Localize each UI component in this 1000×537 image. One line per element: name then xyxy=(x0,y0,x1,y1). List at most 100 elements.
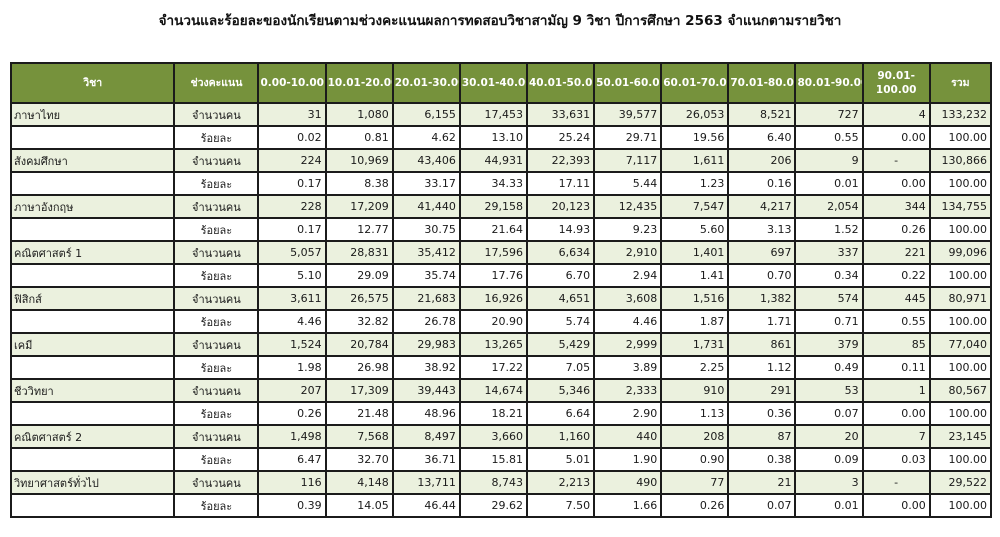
value-cell: 1,498 xyxy=(257,424,327,449)
page-title: จำนวนและร้อยละของนักเรียนตามช่วงคะแนนผลก… xyxy=(158,13,842,29)
value-cell: 29,983 xyxy=(391,332,461,357)
value-cell: 15.81 xyxy=(458,447,528,472)
value-cell: 17.76 xyxy=(458,263,528,288)
subject-cell: ภาษาไทย xyxy=(9,102,176,127)
value-cell: 1,516 xyxy=(660,286,730,311)
value-cell: 0.90 xyxy=(660,447,730,472)
value-cell: 5.60 xyxy=(660,217,730,242)
row-type-label: จำนวนคน xyxy=(173,378,260,403)
value-cell: 3.89 xyxy=(593,355,663,380)
value-cell: 0.34 xyxy=(794,263,864,288)
total-cell: 134,755 xyxy=(928,194,993,219)
value-cell: 5,057 xyxy=(257,240,327,265)
total-cell: 100.00 xyxy=(928,263,993,288)
value-cell: 29.62 xyxy=(458,493,528,518)
subject-cell: คณิตศาสตร์ 1 xyxy=(9,240,176,265)
value-cell: 25.24 xyxy=(525,125,596,150)
table-row-pct: ร้อยละ 1.98 26.98 38.92 17.22 7.05 3.89 2.25 1.1… xyxy=(9,355,993,380)
value-cell: 9 xyxy=(794,148,864,173)
value-cell: 2,910 xyxy=(593,240,663,265)
value-cell: 14.05 xyxy=(324,493,394,518)
value-cell: 0.36 xyxy=(727,401,797,426)
subject-cell xyxy=(9,447,176,472)
value-cell: 20,784 xyxy=(324,332,394,357)
total-cell: 100.00 xyxy=(928,125,993,150)
value-cell: 17.22 xyxy=(458,355,528,380)
value-cell: 26,575 xyxy=(324,286,394,311)
subject-cell xyxy=(9,401,176,426)
row-type-label: ร้อยละ xyxy=(173,125,260,150)
value-cell: 490 xyxy=(593,470,663,495)
value-cell: - xyxy=(861,470,931,495)
value-cell: 10,969 xyxy=(324,148,394,173)
value-cell: 208 xyxy=(660,424,730,449)
value-cell: 43,406 xyxy=(391,148,461,173)
value-cell: 20,123 xyxy=(525,194,596,219)
value-cell: 0.03 xyxy=(861,447,931,472)
value-cell: 87 xyxy=(727,424,797,449)
value-cell: 1.71 xyxy=(727,309,797,334)
value-cell: 8.38 xyxy=(324,171,394,196)
value-cell: 2,213 xyxy=(525,470,596,495)
table-row-count: คณิตศาสตร์ 1 จำนวนคน 5,057 28,831 35,412 17,5… xyxy=(9,240,993,265)
value-cell: 6.64 xyxy=(525,401,596,426)
value-cell: 17,209 xyxy=(324,194,394,219)
row-type-label: จำนวนคน xyxy=(173,424,260,449)
total-cell: 77,040 xyxy=(928,332,993,357)
table-row-pct: ร้อยละ 6.47 32.70 36.71 15.81 5.01 1.90 0.90 0.3… xyxy=(9,447,993,472)
total-cell: 23,145 xyxy=(928,424,993,449)
value-cell: 1.12 xyxy=(727,355,797,380)
value-cell: 3,608 xyxy=(593,286,663,311)
subject-cell xyxy=(9,493,176,518)
value-cell: 44,931 xyxy=(458,148,528,173)
value-cell: 26.78 xyxy=(391,309,461,334)
value-cell: 0.26 xyxy=(257,401,327,426)
total-cell: 100.00 xyxy=(928,401,993,426)
value-cell: 7,568 xyxy=(324,424,394,449)
value-cell: 1 xyxy=(861,378,931,403)
value-cell: 48.96 xyxy=(391,401,461,426)
value-cell: 22,393 xyxy=(525,148,596,173)
total-cell: 29,522 xyxy=(928,470,993,495)
subject-cell: สังคมศึกษา xyxy=(9,148,176,173)
header-range-10-20: 10.01-20.00 xyxy=(324,62,394,104)
value-cell: 1,080 xyxy=(324,102,394,127)
table-row-count: สังคมศึกษา จำนวนคน 224 10,969 43,406 44,931 22… xyxy=(9,148,993,173)
value-cell: - xyxy=(861,148,931,173)
value-cell: 1.13 xyxy=(660,401,730,426)
value-cell: 29,158 xyxy=(458,194,528,219)
header-range-80-90: 80.01-90.00 xyxy=(794,62,864,104)
value-cell: 207 xyxy=(257,378,327,403)
value-cell: 0.00 xyxy=(861,401,931,426)
value-cell: 0.49 xyxy=(794,355,864,380)
subject-cell xyxy=(9,263,176,288)
table-row-count: ภาษาอังกฤษ จำนวนคน 228 17,209 41,440 29,158 20… xyxy=(9,194,993,219)
value-cell: 12,435 xyxy=(593,194,663,219)
value-cell: 379 xyxy=(794,332,864,357)
table-row-count: ภาษาไทย จำนวนคน 31 1,080 6,155 17,453 33,631 39… xyxy=(9,102,993,127)
row-type-label: จำนวนคน xyxy=(173,194,260,219)
value-cell: 12.77 xyxy=(324,217,394,242)
value-cell: 21.48 xyxy=(324,401,394,426)
value-cell: 4.46 xyxy=(593,309,663,334)
value-cell: 2.94 xyxy=(593,263,663,288)
value-cell: 4,217 xyxy=(727,194,797,219)
value-cell: 35,412 xyxy=(391,240,461,265)
value-cell: 0.55 xyxy=(861,309,931,334)
value-cell: 1,160 xyxy=(525,424,596,449)
value-cell: 21 xyxy=(727,470,797,495)
value-cell: 41,440 xyxy=(391,194,461,219)
header-range-30-40: 30.01-40.00 xyxy=(458,62,528,104)
value-cell: 14,674 xyxy=(458,378,528,403)
value-cell: 0.07 xyxy=(727,493,797,518)
value-cell: 445 xyxy=(861,286,931,311)
table-row-pct: ร้อยละ 0.39 14.05 46.44 29.62 7.50 1.66 0.26 0.0… xyxy=(9,493,993,518)
value-cell: 26,053 xyxy=(660,102,730,127)
value-cell: 4 xyxy=(861,102,931,127)
value-cell: 0.38 xyxy=(727,447,797,472)
row-type-label: ร้อยละ xyxy=(173,171,260,196)
table-row-count: ชีววิทยา จำนวนคน 207 17,309 39,443 14,674 5,34… xyxy=(9,378,993,403)
value-cell: 3 xyxy=(794,470,864,495)
value-cell: 32.70 xyxy=(324,447,394,472)
value-cell: 1.52 xyxy=(794,217,864,242)
